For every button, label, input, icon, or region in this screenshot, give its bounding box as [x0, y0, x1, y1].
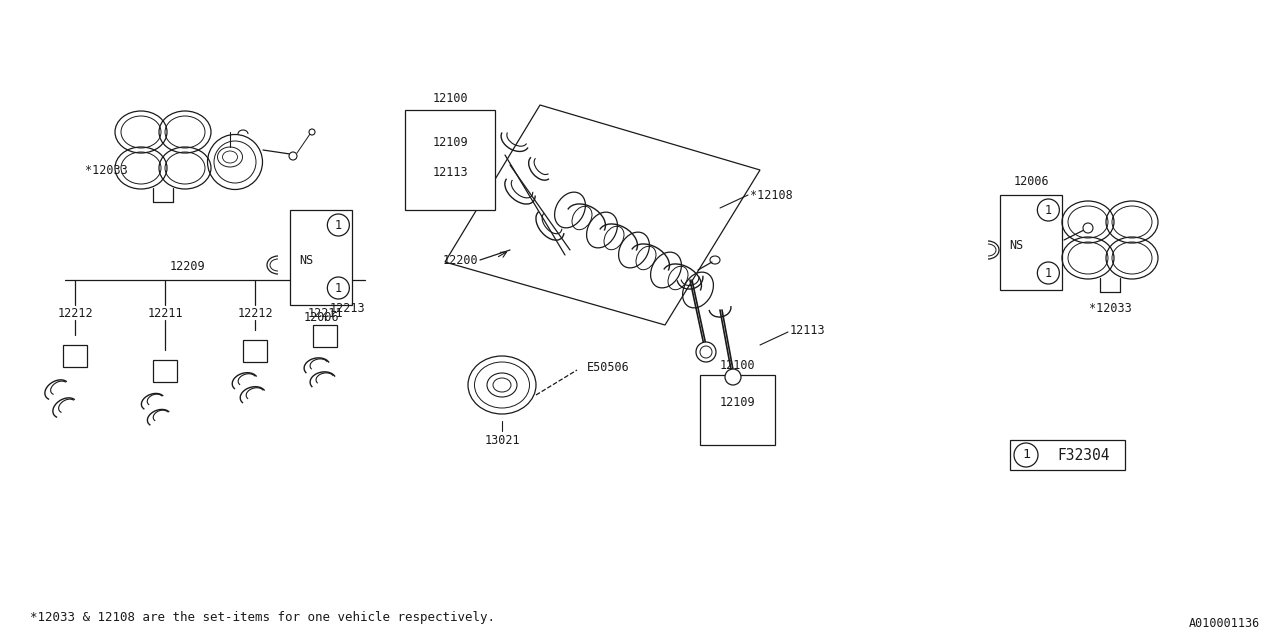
Text: 1: 1 [1021, 449, 1030, 461]
Text: A010001136: A010001136 [1189, 617, 1260, 630]
Circle shape [328, 277, 349, 299]
Bar [1000, 195, 1062, 290]
Text: 1: 1 [1044, 204, 1052, 216]
Text: 12006: 12006 [1014, 175, 1048, 188]
Text: 12211: 12211 [307, 307, 343, 319]
Text: 12212: 12212 [237, 307, 273, 319]
Circle shape [289, 152, 297, 160]
Text: 12211: 12211 [147, 307, 183, 319]
Text: *12033: *12033 [1088, 301, 1132, 314]
Text: E50506: E50506 [588, 360, 630, 374]
Circle shape [328, 214, 349, 236]
Text: 12100: 12100 [433, 92, 467, 104]
Circle shape [1014, 443, 1038, 467]
Bar [404, 110, 495, 210]
Text: 13021: 13021 [484, 433, 520, 447]
Text: 12209: 12209 [170, 259, 206, 273]
Bar [700, 375, 774, 445]
Circle shape [700, 346, 712, 358]
Text: F32304: F32304 [1057, 447, 1110, 463]
Circle shape [1037, 262, 1060, 284]
Text: *12108: *12108 [750, 189, 792, 202]
Circle shape [308, 129, 315, 135]
Bar [1010, 440, 1125, 470]
Text: *12033 & 12108 are the set-items for one vehicle respectively.: *12033 & 12108 are the set-items for one… [29, 611, 495, 625]
Text: 12109: 12109 [719, 397, 755, 410]
Text: 12200: 12200 [443, 253, 477, 266]
Text: NS: NS [1010, 239, 1024, 252]
Text: 12212: 12212 [58, 307, 93, 319]
Circle shape [724, 369, 741, 385]
Circle shape [696, 342, 716, 362]
Text: 12109: 12109 [433, 136, 467, 148]
Text: 12100: 12100 [719, 358, 755, 371]
Text: 1: 1 [335, 218, 342, 232]
Text: 12113: 12113 [790, 323, 826, 337]
Text: NS: NS [300, 253, 314, 266]
Bar [63, 345, 87, 367]
Bar [314, 325, 337, 347]
Bar [154, 360, 177, 382]
Bar [291, 210, 352, 305]
Text: *12033: *12033 [86, 163, 128, 177]
Text: 1: 1 [1044, 266, 1052, 280]
Text: 12113: 12113 [433, 166, 467, 179]
Circle shape [1037, 199, 1060, 221]
Text: 12006: 12006 [303, 310, 339, 323]
Text: 1: 1 [335, 282, 342, 294]
Text: 12213: 12213 [330, 301, 366, 314]
Circle shape [1083, 223, 1093, 233]
Bar [243, 340, 268, 362]
